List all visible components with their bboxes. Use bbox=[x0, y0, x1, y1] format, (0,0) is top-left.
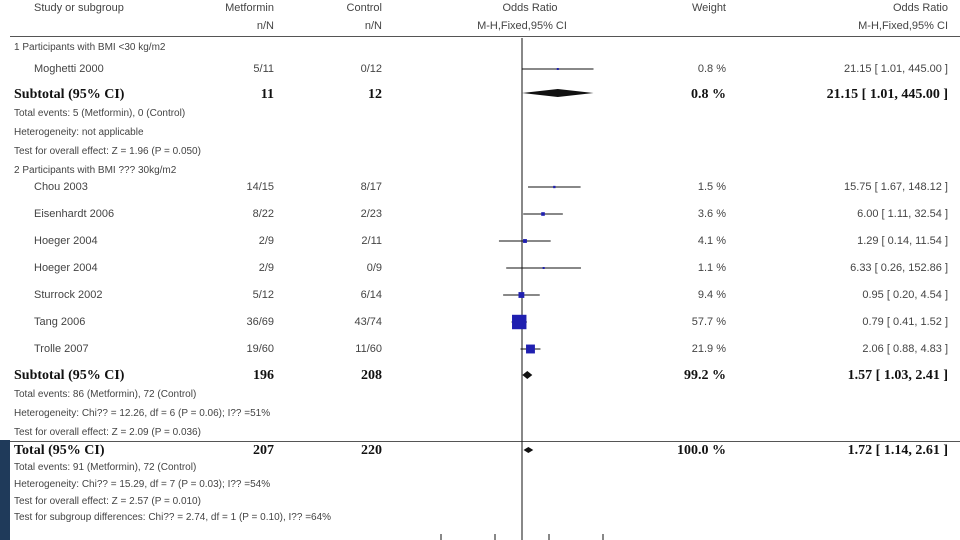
study-row-ci: 0.79 [ 0.41, 1.52 ] bbox=[862, 316, 948, 328]
group-2-note: Total events: 86 (Metformin), 72 (Contro… bbox=[14, 389, 197, 400]
total-note: Heterogeneity: Chi?? = 15.29, df = 7 (P … bbox=[14, 479, 271, 490]
study-point-estimate bbox=[542, 267, 545, 269]
study-row-name: Eisenhardt 2006 bbox=[34, 208, 115, 220]
header-study: Study or subgroup bbox=[34, 2, 124, 14]
sub-or-plot: M-H,Fixed,95% CI bbox=[477, 20, 567, 32]
subtotal-2-ci: 1.57 [ 1.03, 2.41 ] bbox=[847, 368, 948, 383]
group-2-note: Test for overall effect: Z = 2.09 (P = 0… bbox=[14, 427, 201, 438]
study-row-ci: 6.00 [ 1.11, 32.54 ] bbox=[857, 208, 948, 220]
group-1-title: 1 Participants with BMI <30 kg/m2 bbox=[14, 42, 166, 53]
study-row-ci: 2.06 [ 0.88, 4.83 ] bbox=[862, 343, 948, 355]
study-row-metformin: 8/22 bbox=[252, 208, 274, 220]
total-note: Test for subgroup differences: Chi?? = 2… bbox=[14, 512, 332, 523]
sub-metformin: n/N bbox=[256, 20, 274, 32]
subtotal-1-control: 12 bbox=[368, 87, 382, 102]
study-row-ci: 1.29 [ 0.14, 11.54 ] bbox=[857, 235, 948, 247]
total-note: Total events: 91 (Metformin), 72 (Contro… bbox=[14, 462, 197, 473]
study-row-weight: 1.5 % bbox=[697, 181, 726, 193]
study-row-ci: 0.95 [ 0.20, 4.54 ] bbox=[862, 289, 948, 301]
study-row-weight: 3.6 % bbox=[697, 208, 726, 220]
total-weight: 100.0 % bbox=[677, 443, 726, 458]
study-row-metformin: 5/11 bbox=[253, 63, 274, 75]
subtotal-1-weight: 0.8 % bbox=[691, 87, 726, 102]
summary-diamond bbox=[523, 447, 534, 453]
study-row-control: 0/9 bbox=[366, 262, 382, 274]
study-row-weight: 0.8 % bbox=[697, 63, 726, 75]
study-row-ci: 6.33 [ 0.26, 152.86 ] bbox=[850, 262, 948, 274]
study-row-weight: 21.9 % bbox=[691, 343, 726, 355]
total-control: 220 bbox=[361, 443, 382, 458]
study-row-weight: 57.7 % bbox=[691, 316, 726, 328]
subtotal-1-label: Subtotal (95% CI) bbox=[14, 87, 125, 102]
study-row-name: Moghetti 2000 bbox=[34, 63, 104, 75]
subtotal-2-metformin: 196 bbox=[253, 368, 274, 383]
study-row-weight: 4.1 % bbox=[697, 235, 726, 247]
study-row-metformin: 36/69 bbox=[246, 316, 274, 328]
group-2-title: 2 Participants with BMI ??? 30kg/m2 bbox=[14, 165, 177, 176]
study-row-ci: 15.75 [ 1.67, 148.12 ] bbox=[844, 181, 948, 193]
header-or-plot: Odds Ratio bbox=[502, 2, 558, 14]
study-point-estimate bbox=[541, 212, 545, 216]
total-note: Test for overall effect: Z = 2.57 (P = 0… bbox=[14, 496, 201, 507]
study-row-weight: 9.4 % bbox=[697, 289, 726, 301]
study-row-name: Chou 2003 bbox=[34, 181, 88, 193]
study-row-control: 2/11 bbox=[361, 235, 382, 247]
study-row-name: Tang 2006 bbox=[34, 316, 86, 328]
total-ci: 1.72 [ 1.14, 2.61 ] bbox=[847, 443, 948, 458]
study-row-metformin: 2/9 bbox=[258, 235, 274, 247]
study-row-name: Trolle 2007 bbox=[34, 343, 89, 355]
study-row-control: 6/14 bbox=[360, 289, 382, 301]
study-point-estimate bbox=[556, 68, 559, 70]
subtotal-2-label: Subtotal (95% CI) bbox=[14, 368, 125, 383]
header-weight: Weight bbox=[691, 2, 726, 14]
sub-or-text: M-H,Fixed,95% CI bbox=[858, 20, 948, 32]
study-row-metformin: 19/60 bbox=[246, 343, 274, 355]
total-rule bbox=[10, 441, 960, 442]
group-1-note: Heterogeneity: not applicable bbox=[14, 127, 144, 138]
group-2-note: Heterogeneity: Chi?? = 12.26, df = 6 (P … bbox=[14, 408, 271, 419]
header-rule bbox=[10, 36, 960, 37]
left-accent-band bbox=[0, 440, 10, 540]
study-row-name: Hoeger 2004 bbox=[34, 235, 98, 247]
summary-diamond bbox=[522, 371, 533, 379]
study-row-control: 8/17 bbox=[360, 181, 382, 193]
study-row-control: 11/60 bbox=[355, 343, 382, 355]
study-row-metformin: 2/9 bbox=[258, 262, 274, 274]
study-point-estimate bbox=[526, 344, 535, 354]
sub-control: n/N bbox=[364, 20, 382, 32]
subtotal-2-control: 208 bbox=[361, 368, 382, 383]
study-row-metformin: 5/12 bbox=[252, 289, 274, 301]
subtotal-2-weight: 99.2 % bbox=[684, 368, 726, 383]
study-point-estimate bbox=[523, 239, 527, 243]
summary-diamond bbox=[522, 89, 594, 97]
study-point-estimate bbox=[553, 185, 556, 189]
subtotal-1-metformin: 11 bbox=[260, 87, 274, 102]
study-row-control: 43/74 bbox=[354, 316, 382, 328]
study-row-name: Sturrock 2002 bbox=[34, 289, 103, 301]
study-row-ci: 21.15 [ 1.01, 445.00 ] bbox=[844, 63, 948, 75]
total-metformin: 207 bbox=[253, 443, 274, 458]
study-row-metformin: 14/15 bbox=[246, 181, 274, 193]
header-control: Control bbox=[346, 2, 382, 14]
header-metformin: Metformin bbox=[225, 2, 274, 14]
study-row-control: 0/12 bbox=[360, 63, 382, 75]
group-1-note: Test for overall effect: Z = 1.96 (P = 0… bbox=[14, 146, 201, 157]
study-row-name: Hoeger 2004 bbox=[34, 262, 98, 274]
study-point-estimate bbox=[512, 314, 527, 330]
study-row-weight: 1.1 % bbox=[697, 262, 726, 274]
study-row-control: 2/23 bbox=[360, 208, 382, 220]
header-or-text: Odds Ratio bbox=[892, 2, 948, 14]
group-1-note: Total events: 5 (Metformin), 0 (Control) bbox=[14, 108, 186, 119]
subtotal-1-ci: 21.15 [ 1.01, 445.00 ] bbox=[826, 87, 948, 102]
total-label: Total (95% CI) bbox=[14, 443, 105, 458]
study-point-estimate bbox=[518, 292, 525, 298]
